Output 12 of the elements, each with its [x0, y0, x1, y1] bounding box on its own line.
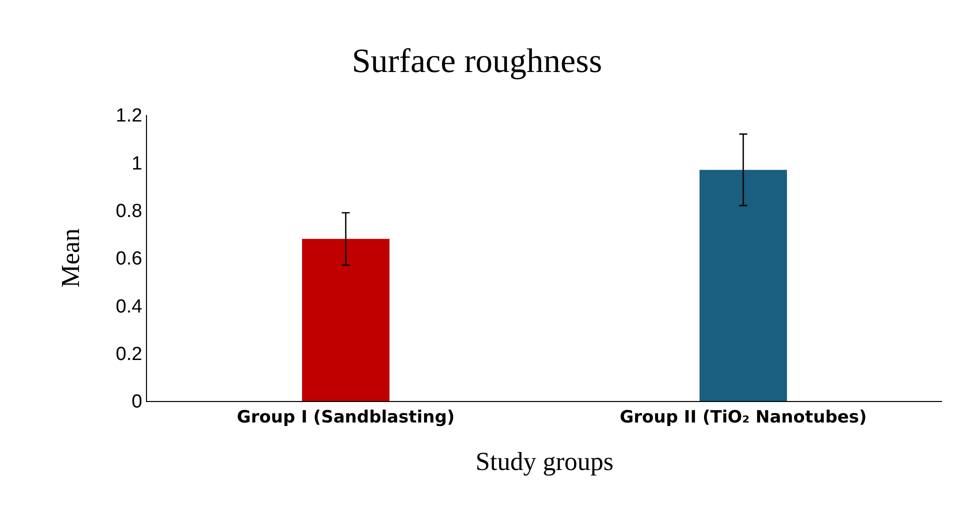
x-axis-title: Study groups — [476, 447, 614, 476]
chart-title: Surface roughness — [352, 42, 602, 80]
x-tick-label: Group I (Sandblasting) — [236, 407, 455, 428]
x-tick-label: Group II (TiO₂ Nanotubes) — [620, 407, 867, 428]
y-tick-label: 0.4 — [116, 296, 143, 318]
y-axis-title: Mean — [56, 228, 86, 288]
y-tick-label: 0.6 — [116, 248, 142, 270]
y-tick-label: 1.2 — [116, 106, 142, 127]
y-tick-label: 1 — [132, 153, 142, 174]
y-tick-label: 0.8 — [116, 200, 142, 222]
y-tick-label: 0.2 — [116, 344, 142, 365]
y-tick-label: 0 — [132, 392, 142, 413]
